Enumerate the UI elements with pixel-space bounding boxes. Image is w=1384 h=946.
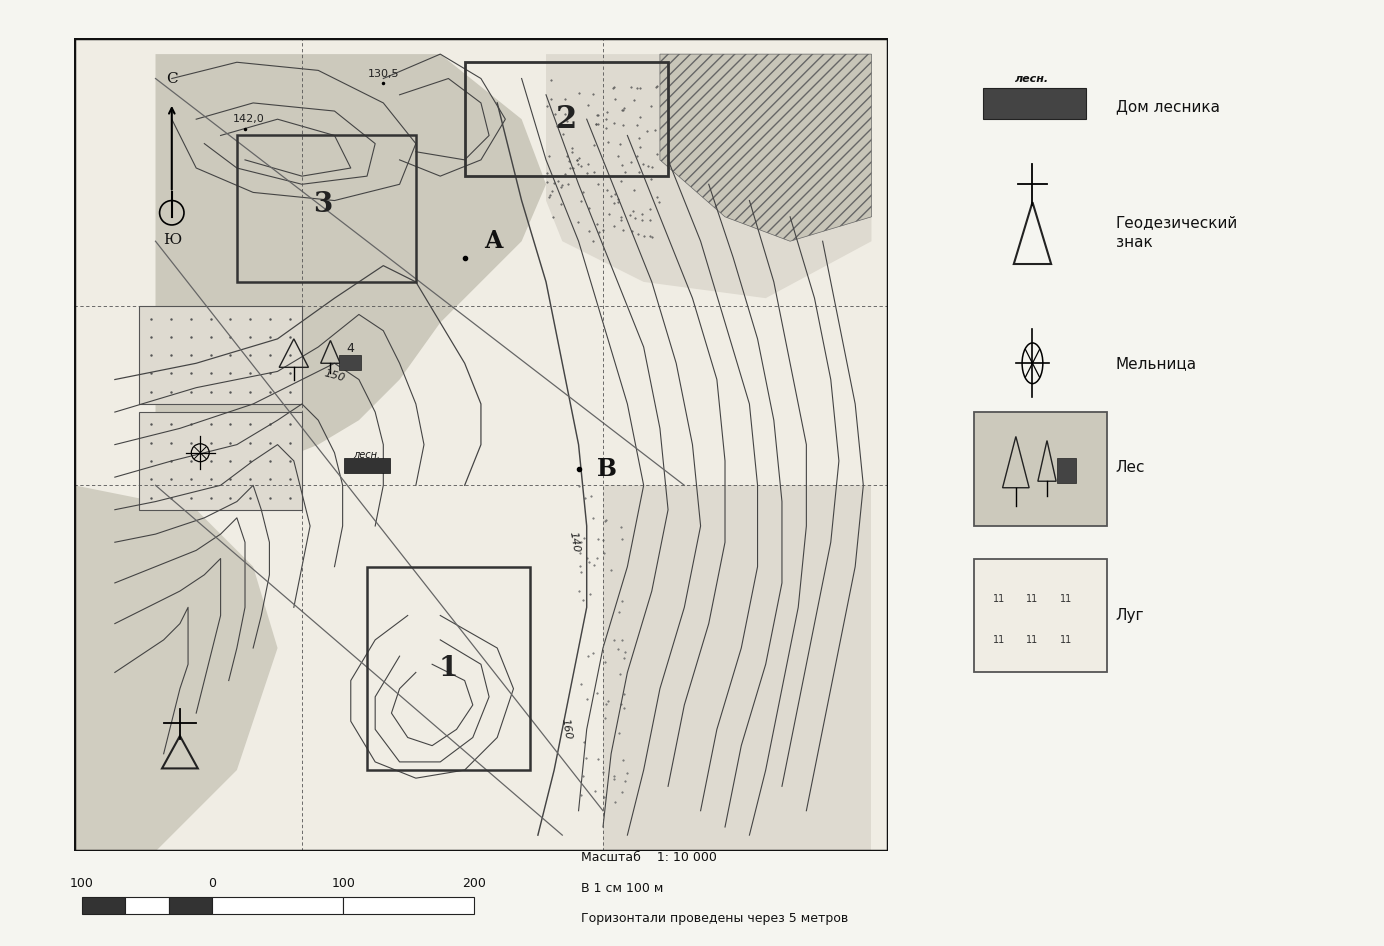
Bar	[339, 355, 361, 370]
Text: B: B	[597, 457, 617, 481]
Bar	[983, 88, 1086, 119]
Bar	[169, 897, 213, 914]
Text: Масштаб    1: 10 000: Масштаб 1: 10 000	[581, 851, 717, 865]
Text: лесн.: лесн.	[1016, 74, 1049, 83]
Bar	[343, 897, 475, 914]
Text: Горизонтали проведены через 5 метров: Горизонтали проведены через 5 метров	[581, 912, 848, 925]
Polygon shape	[155, 54, 547, 469]
Text: 142,0: 142,0	[233, 114, 264, 124]
Text: 2: 2	[556, 104, 577, 134]
Text: 1: 1	[439, 655, 458, 682]
Bar	[974, 412, 1107, 526]
Text: Геодезический
знак: Геодезический знак	[1116, 216, 1237, 251]
Polygon shape	[660, 54, 872, 241]
Bar	[974, 558, 1107, 673]
Text: 11: 11	[1027, 594, 1038, 604]
Bar	[213, 897, 343, 914]
Bar	[465, 62, 668, 176]
Text: 100: 100	[331, 877, 356, 889]
Bar	[1057, 459, 1077, 482]
Text: Ю: Ю	[163, 233, 181, 247]
Text: 100: 100	[69, 877, 94, 889]
Text: В 1 см 100 м: В 1 см 100 м	[581, 882, 664, 895]
Text: 140: 140	[567, 531, 581, 553]
Polygon shape	[603, 485, 872, 851]
Text: 11: 11	[994, 635, 1005, 645]
Bar	[82, 897, 125, 914]
Text: 130,5: 130,5	[368, 69, 399, 79]
Text: A: A	[484, 229, 502, 254]
Polygon shape	[547, 54, 872, 298]
Bar	[125, 897, 169, 914]
Text: Лес: Лес	[1116, 460, 1145, 475]
Text: 11: 11	[1027, 635, 1038, 645]
Text: Луг: Луг	[1116, 608, 1145, 623]
Bar	[140, 412, 302, 510]
Text: 0: 0	[209, 877, 216, 889]
Text: 11: 11	[994, 594, 1005, 604]
Text: 200: 200	[462, 877, 486, 889]
Bar	[237, 135, 415, 282]
Text: 4: 4	[347, 342, 354, 355]
Polygon shape	[75, 485, 278, 851]
Text: лесн.: лесн.	[353, 450, 381, 460]
Text: 3: 3	[313, 191, 332, 219]
Bar	[140, 307, 302, 404]
Text: Мельница: Мельница	[1116, 356, 1197, 371]
Text: 11: 11	[1060, 635, 1071, 645]
Text: Дом лесника: Дом лесника	[1116, 99, 1219, 114]
Text: С: С	[166, 72, 177, 85]
Text: 160: 160	[559, 718, 573, 741]
Bar	[345, 459, 390, 473]
Text: 11: 11	[1060, 594, 1071, 604]
Text: 150: 150	[322, 368, 346, 383]
Bar	[367, 567, 530, 770]
